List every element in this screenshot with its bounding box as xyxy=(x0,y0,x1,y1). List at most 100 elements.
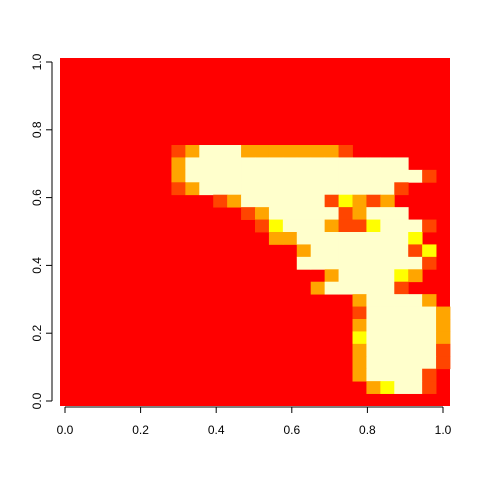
heatmap-cell xyxy=(352,306,367,320)
heatmap-cell xyxy=(422,306,437,320)
heatmap-cell xyxy=(296,182,312,196)
heatmap-cell xyxy=(352,281,367,295)
heatmap-cell xyxy=(436,343,451,357)
heatmap-cell xyxy=(227,182,242,196)
x-tick-label: 0.2 xyxy=(132,423,149,437)
heatmap-cell xyxy=(310,256,326,270)
heatmap-cell xyxy=(408,368,423,382)
heatmap-cell xyxy=(422,244,437,258)
heatmap-cell xyxy=(380,169,395,183)
heatmap-cell xyxy=(296,207,312,220)
x-tick-label: 1.0 xyxy=(435,423,452,437)
heatmap-cell xyxy=(436,331,451,345)
heatmap-cell xyxy=(394,368,409,382)
heatmap-cell xyxy=(422,319,437,332)
heatmap-cell xyxy=(310,169,326,183)
heatmap-cell xyxy=(352,331,367,345)
heatmap-cell xyxy=(366,256,381,270)
heatmap-cell xyxy=(255,207,270,220)
heatmap-cell xyxy=(310,157,326,171)
heatmap-cell xyxy=(436,356,451,370)
heatmap-cell xyxy=(338,244,353,258)
heatmap-cell xyxy=(227,157,242,171)
heatmap-cell xyxy=(324,256,339,270)
heatmap-cell xyxy=(268,157,284,171)
heatmap-cell xyxy=(324,232,339,245)
heatmap-cell xyxy=(338,145,353,158)
heatmap-cell xyxy=(324,169,339,183)
heatmap-cell xyxy=(296,219,312,233)
heatmap-cell xyxy=(255,182,270,196)
heatmap-cell xyxy=(324,281,339,295)
heatmap-cell xyxy=(380,194,395,208)
heatmap-cell xyxy=(422,368,437,382)
y-tick-label: 1.0 xyxy=(30,53,44,70)
heatmap-cell xyxy=(310,232,326,245)
heatmap-cell xyxy=(394,169,409,183)
heatmap-cell xyxy=(408,319,423,332)
heatmap-cell xyxy=(394,269,409,283)
heatmap-cell xyxy=(282,182,298,196)
heatmap-cell xyxy=(338,281,353,295)
heatmap-cell xyxy=(352,356,367,370)
heatmap-cell xyxy=(366,381,381,394)
heatmap-cell xyxy=(310,219,326,233)
heatmap-cell xyxy=(380,269,395,283)
heatmap-cell xyxy=(394,331,409,345)
heatmap-cell xyxy=(296,244,312,258)
heatmap-cell xyxy=(380,294,395,307)
heatmap-cell xyxy=(352,219,367,233)
heatmap-cell xyxy=(380,207,395,220)
heatmap-cell xyxy=(199,182,214,196)
heatmap-cell xyxy=(310,182,326,196)
heatmap-cell xyxy=(366,244,381,258)
heatmap-cell xyxy=(324,145,339,158)
heatmap-cell xyxy=(394,343,409,357)
heatmap-cell xyxy=(408,269,423,283)
y-tick-label: 0.2 xyxy=(30,325,44,342)
heatmap-cell xyxy=(394,356,409,370)
heatmap-cell xyxy=(199,157,214,171)
heatmap-cell xyxy=(352,207,367,220)
x-tick-label: 0.0 xyxy=(57,423,74,437)
heatmap-cell xyxy=(268,207,284,220)
x-tick-label: 0.6 xyxy=(283,423,300,437)
heatmap-cell xyxy=(255,194,270,208)
heatmap-cell xyxy=(366,207,381,220)
heatmap-cell xyxy=(394,182,409,196)
heatmap-cell xyxy=(380,219,395,233)
heatmap-cell xyxy=(310,281,326,295)
heatmap-cell xyxy=(380,343,395,357)
heatmap-cell xyxy=(213,194,228,208)
heatmap-cell xyxy=(408,294,423,307)
heatmap-cell xyxy=(422,294,437,307)
heatmap-cell xyxy=(422,331,437,345)
heatmap-cell xyxy=(227,169,242,183)
heatmap-cell xyxy=(296,256,312,270)
heatmap-cell xyxy=(255,169,270,183)
heatmap-cell xyxy=(296,157,312,171)
y-tick-label: 0.6 xyxy=(30,189,44,206)
heatmap-cell xyxy=(282,194,298,208)
heatmap-cell xyxy=(380,244,395,258)
heatmap-cell xyxy=(422,343,437,357)
heatmap-cell xyxy=(213,145,228,158)
heatmap-cell xyxy=(171,169,186,183)
heatmap-cell xyxy=(213,169,228,183)
y-axis: 0.0 0.2 0.4 0.6 0.8 1.0 xyxy=(30,53,53,409)
heatmap-cell xyxy=(422,169,437,183)
heatmap-cell xyxy=(310,194,326,208)
y-tick-label: 0.8 xyxy=(30,121,44,138)
heatmap-cell xyxy=(408,219,423,233)
heatmap-cell xyxy=(380,232,395,245)
heatmap-cell xyxy=(338,157,353,171)
heatmap-cell xyxy=(338,169,353,183)
heatmap-cell xyxy=(241,169,256,183)
heatmap-cell xyxy=(394,381,409,394)
heatmap-cell xyxy=(324,157,339,171)
heatmap-cell xyxy=(366,343,381,357)
heatmap-cell xyxy=(213,182,228,196)
heatmap-cell xyxy=(268,232,284,245)
heatmap-cell xyxy=(380,157,395,171)
heatmap-cell xyxy=(338,182,353,196)
